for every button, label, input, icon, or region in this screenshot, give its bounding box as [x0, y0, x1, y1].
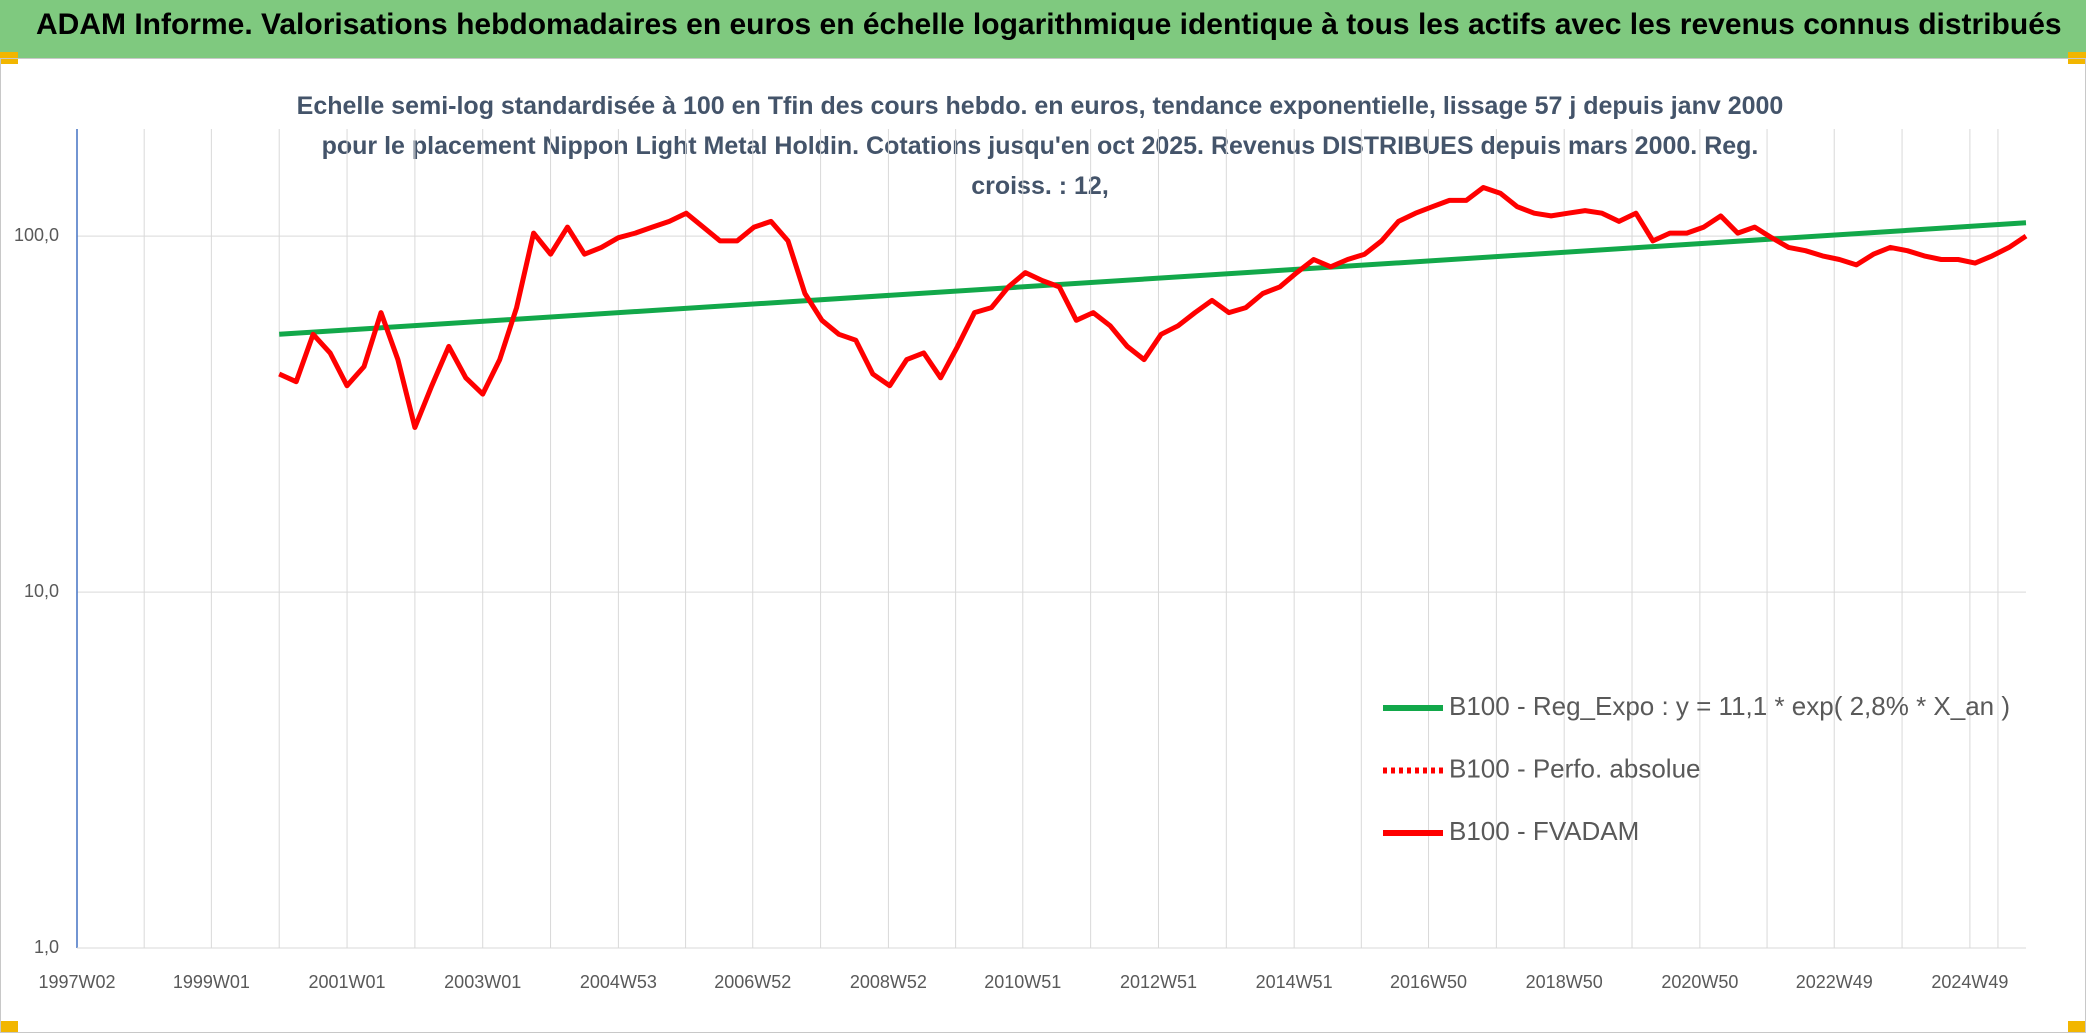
x-tick-label: 2014W51 — [1256, 972, 1333, 992]
x-tick-label: 2020W50 — [1661, 972, 1738, 992]
chart-title: Echelle semi-log standardisée à 100 en T… — [296, 92, 1784, 200]
x-tick-label: 2022W49 — [1796, 972, 1873, 992]
x-tick-label: 1997W02 — [38, 972, 115, 992]
corner — [2068, 1021, 2086, 1033]
header-band: ADAM Informe. Valorisations hebdomadaire… — [0, 0, 2086, 58]
data-line — [279, 220, 2027, 337]
x-tick-label: 2001W01 — [309, 972, 386, 992]
corner — [0, 1021, 18, 1033]
y-tick-label: 10,0 — [24, 581, 59, 601]
x-tick-label: 2012W51 — [1120, 972, 1197, 992]
x-tick-label: 2010W51 — [984, 972, 1061, 992]
y-tick-label: 1,0 — [34, 937, 59, 957]
data-line — [278, 185, 2028, 430]
x-tick-label: 2016W50 — [1390, 972, 1467, 992]
legend-label: B100 - Reg_Expo : y = 11,1 * exp( 2,8% *… — [1449, 691, 2010, 721]
x-tick-label: 2004W53 — [580, 972, 657, 992]
header-title: ADAM Informe. Valorisations hebdomadaire… — [36, 8, 2062, 41]
x-tick-label: 2024W49 — [1931, 972, 2008, 992]
x-tick-label: 1999W01 — [173, 972, 250, 992]
x-tick-label: 2006W52 — [714, 972, 791, 992]
x-tick-label: 2018W50 — [1526, 972, 1603, 992]
x-tick-label: 2008W52 — [850, 972, 927, 992]
legend-label: B100 - FVADAM — [1449, 816, 1639, 846]
legend-label: B100 - Perfo. absolue — [1449, 753, 1701, 783]
x-tick-label: 2003W01 — [444, 972, 521, 992]
y-tick-label: 100,0 — [14, 225, 59, 245]
